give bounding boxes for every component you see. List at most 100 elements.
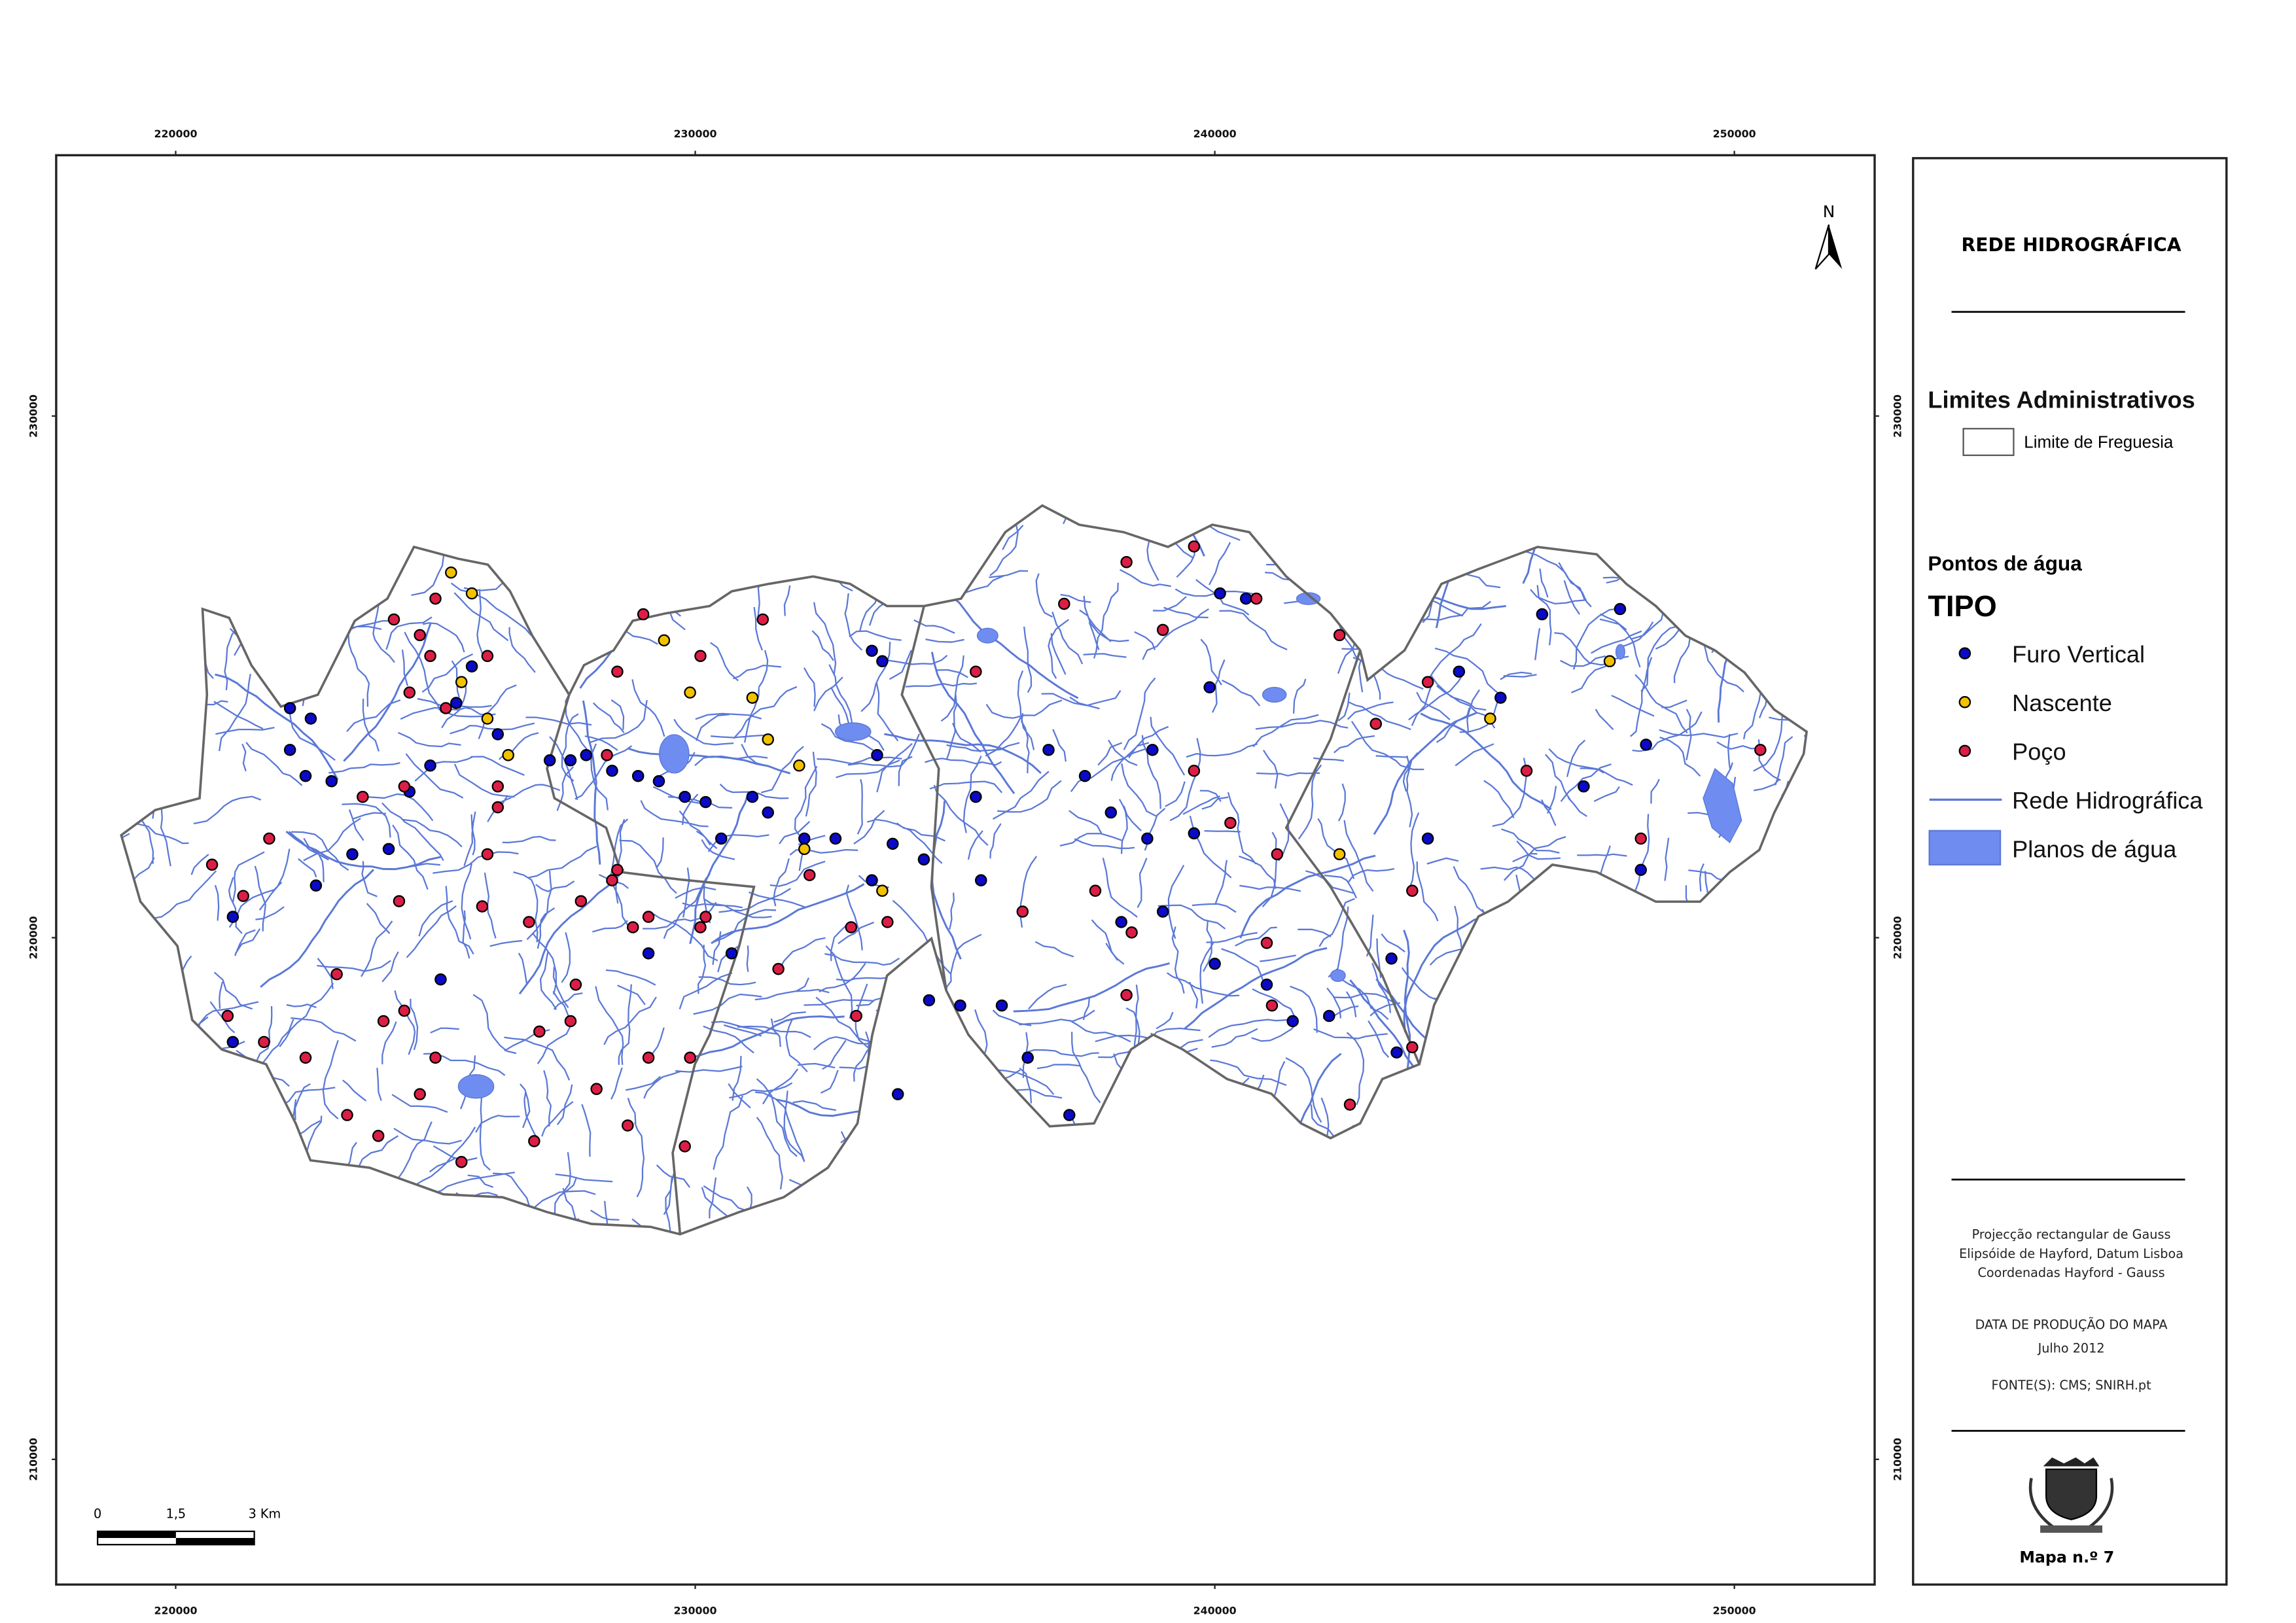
water-point	[424, 650, 436, 663]
water-point	[631, 769, 645, 782]
water-point	[1484, 712, 1496, 725]
water-point	[887, 837, 899, 850]
water-point	[970, 790, 982, 803]
water-point	[762, 806, 774, 819]
water-point	[1385, 952, 1398, 965]
water-point	[283, 744, 296, 756]
water-point	[533, 1025, 546, 1038]
scale-label: 0	[94, 1507, 101, 1522]
water-point	[424, 759, 436, 772]
y-tick-label: 230000	[27, 394, 39, 438]
water-point	[923, 994, 936, 1007]
water-point	[970, 665, 982, 678]
water-point	[429, 592, 442, 605]
water-point	[1614, 602, 1627, 616]
water-point	[798, 843, 811, 856]
north-arrow: N	[1814, 202, 1843, 270]
water-point	[1333, 629, 1346, 642]
water-point	[1265, 999, 1279, 1012]
legend-item: Furo Vertical	[2012, 640, 2145, 667]
legend-frame	[1912, 157, 2228, 1586]
water-point	[341, 1109, 353, 1121]
legend-subheading: TIPO	[1928, 589, 1996, 623]
scale-bar: 0 1,5 3 Km	[94, 1507, 281, 1546]
water-point	[1453, 665, 1466, 678]
water-points	[205, 540, 1767, 1168]
water-point	[1156, 905, 1169, 918]
water-point	[626, 921, 639, 934]
water-point	[1021, 1051, 1034, 1064]
water-point	[299, 1051, 312, 1064]
x-tick-label: 240000	[1193, 1604, 1237, 1616]
legend-symbol	[1958, 696, 1971, 708]
legend-item: Limite de Freguesia	[2024, 432, 2174, 452]
legend-symbol	[1958, 744, 1971, 758]
water-point	[1188, 827, 1201, 840]
water-point	[1343, 1098, 1356, 1111]
legend-water-swatch	[1928, 829, 2002, 865]
water-point	[772, 962, 785, 975]
north-label: N	[1823, 202, 1835, 221]
water-point	[1421, 832, 1434, 845]
water-point	[679, 1140, 691, 1153]
water-point	[226, 1036, 239, 1049]
water-point	[450, 697, 463, 709]
water-point	[528, 1135, 540, 1147]
water-point	[1016, 905, 1029, 918]
note: DATA DE PRODUÇÃO DO MAPA	[1975, 1317, 2168, 1332]
water-point	[476, 900, 489, 913]
water-point	[601, 749, 613, 761]
water-body	[1615, 644, 1625, 660]
water-point	[481, 650, 494, 663]
water-point	[205, 858, 219, 871]
water-point	[1406, 1041, 1419, 1054]
water-point	[1224, 816, 1237, 829]
water-point	[746, 790, 759, 803]
water-point	[1634, 832, 1647, 845]
water-point	[481, 712, 494, 725]
axes: 220000 220000 230000 230000 240000 240000 2500…	[27, 128, 1903, 1616]
water-point	[866, 874, 878, 886]
water-point	[491, 780, 504, 793]
water-point	[850, 1009, 862, 1022]
note: FONTE(S): CMS; SNIRH.pt	[1991, 1378, 2151, 1393]
x-tick-label: 230000	[674, 128, 717, 140]
x-tick-label: 250000	[1713, 128, 1756, 140]
water-point	[393, 895, 406, 907]
legend-item: Poço	[2012, 738, 2066, 765]
water-point	[429, 1051, 442, 1064]
x-tick-label: 250000	[1713, 1604, 1756, 1616]
water-point	[1125, 926, 1138, 939]
water-point	[1286, 1015, 1299, 1028]
water-point	[590, 1083, 603, 1095]
legend-symbol	[1958, 647, 1971, 659]
water-point	[221, 1009, 234, 1022]
map-number: Mapa n.º 7	[2019, 1548, 2114, 1566]
parish-boundary	[900, 605, 947, 991]
water-point	[1063, 1109, 1076, 1121]
water-point	[881, 916, 894, 928]
water-point	[1104, 806, 1118, 819]
note: Elipsóide de Hayford, Datum Lisboa	[1959, 1246, 2183, 1261]
water-point	[845, 921, 858, 934]
water-point	[564, 1015, 577, 1028]
water-point	[1120, 988, 1133, 1002]
water-point	[694, 650, 707, 663]
scale-bar-segment	[175, 1538, 255, 1545]
x-tick-label: 230000	[674, 1604, 717, 1616]
water-point	[372, 1130, 385, 1142]
water-point	[1188, 764, 1201, 777]
water-point	[564, 754, 577, 767]
water-point	[798, 832, 811, 845]
water-point	[1058, 597, 1070, 610]
water-point	[694, 921, 707, 934]
water-body	[834, 722, 872, 741]
scale-label: 1,5	[166, 1507, 186, 1522]
water-point	[995, 999, 1008, 1012]
water-point	[975, 874, 987, 886]
water-point	[440, 702, 452, 714]
x-tick-label: 220000	[154, 1604, 198, 1616]
water-body	[659, 734, 690, 774]
x-tick-label: 240000	[1193, 128, 1237, 140]
